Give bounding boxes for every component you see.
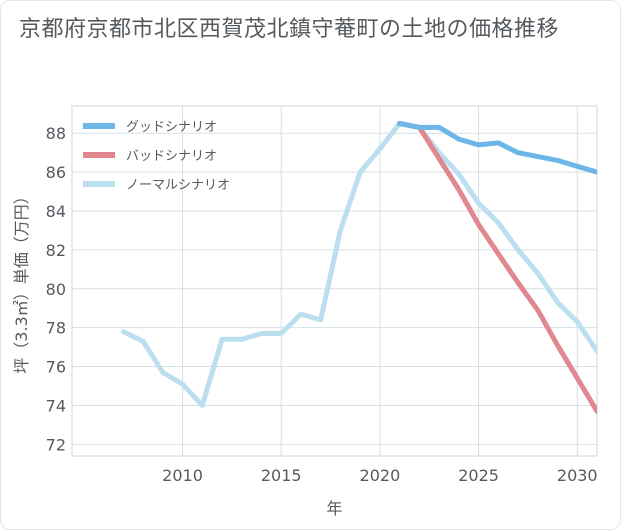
x-axis-label: 年 [326, 499, 342, 518]
x-tick-label: 2015 [261, 466, 302, 485]
legend-label: ノーマルシナリオ [126, 178, 230, 193]
y-axis-label: 坪（3.3㎡）単価（万円） [12, 188, 31, 373]
y-tick-label: 72 [46, 435, 66, 454]
y-tick-label: 80 [46, 280, 66, 299]
plot-area-frame [71, 105, 598, 457]
axis-ticks: 2010 2015 2020 2025 2030 72 74 76 78 80 82 84 86 88 [46, 124, 598, 485]
y-tick-label: 88 [46, 124, 66, 143]
x-tick-label: 2025 [458, 466, 499, 485]
y-tick-label: 82 [46, 241, 66, 260]
y-tick-label: 84 [46, 202, 66, 221]
y-tick-label: 78 [46, 319, 66, 338]
legend-label: グッドシナリオ [126, 120, 217, 135]
chart-title: 京都府京都市北区西賀茂北鎮守菴町の土地の価格推移 [19, 17, 560, 42]
x-tick-label: 2010 [162, 466, 203, 485]
y-tick-label: 86 [46, 163, 66, 182]
x-tick-label: 2020 [360, 466, 401, 485]
series-lines [120, 121, 597, 414]
series-line-1 [397, 121, 597, 414]
series-line-0 [397, 121, 597, 175]
y-tick-label: 76 [46, 358, 66, 377]
y-tick-label: 74 [46, 396, 66, 415]
x-tick-label: 2030 [557, 466, 598, 485]
legend-label: バッドシナリオ [126, 149, 217, 164]
series-line-2 [120, 121, 597, 408]
grid-lines [72, 106, 597, 456]
